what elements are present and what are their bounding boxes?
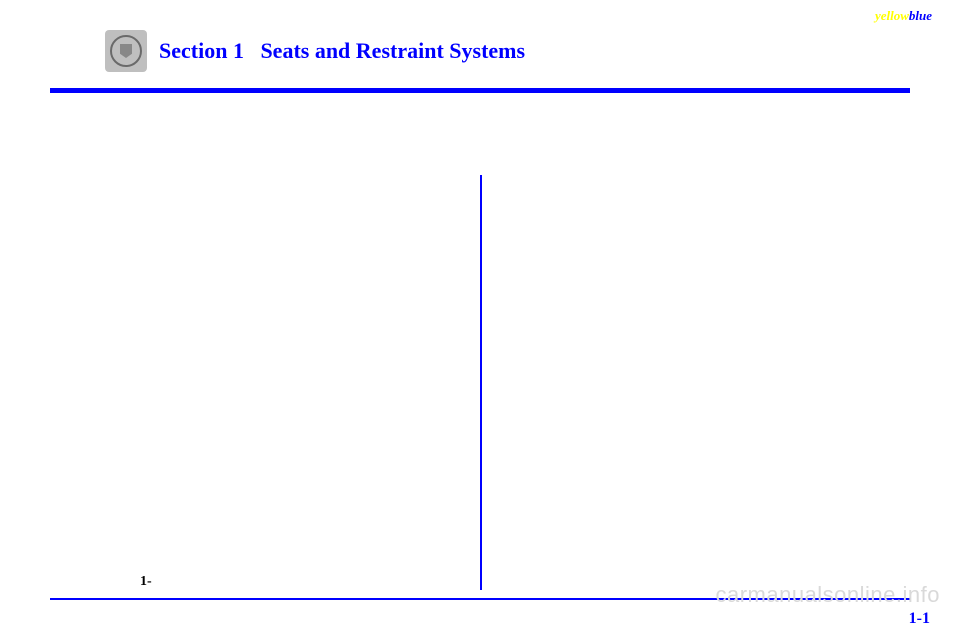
column-divider [480, 175, 482, 590]
corner-blue-text: blue [909, 8, 932, 23]
left-page-marker: 1- [140, 574, 152, 590]
watermark-text: carmanualsonline.info [715, 582, 940, 608]
header-rule [50, 88, 910, 93]
corner-yellow-text: yellow [875, 8, 909, 23]
color-registration-corner: yellowblue [875, 8, 932, 24]
section-header: Section 1 Seats and Restraint Systems [105, 30, 525, 72]
brand-crest-icon [105, 30, 147, 72]
section-title: Section 1 Seats and Restraint Systems [159, 38, 525, 64]
page-number: 1-1 [909, 610, 930, 628]
